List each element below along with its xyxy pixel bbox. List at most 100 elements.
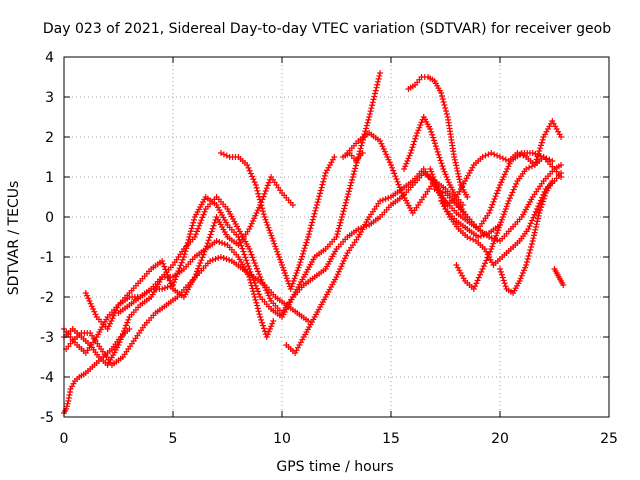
data-point xyxy=(88,303,95,310)
data-point xyxy=(411,138,418,145)
data-point xyxy=(109,315,116,322)
data-point xyxy=(429,131,436,138)
data-point xyxy=(305,231,312,238)
data-point xyxy=(296,262,303,268)
data-point xyxy=(274,248,281,255)
data-point xyxy=(284,278,291,284)
data-point xyxy=(369,99,376,106)
data-point xyxy=(320,178,327,185)
data-point xyxy=(87,300,94,307)
data-point xyxy=(444,176,451,183)
data-point xyxy=(247,248,254,255)
data-point xyxy=(549,158,556,164)
data-point xyxy=(379,197,386,203)
data-point xyxy=(473,280,480,287)
data-point xyxy=(255,190,262,197)
data-point xyxy=(482,152,489,159)
data-point xyxy=(389,164,396,171)
data-point xyxy=(385,195,392,201)
data-point xyxy=(493,190,500,197)
data-point xyxy=(390,167,397,174)
data-point xyxy=(438,90,445,96)
data-point xyxy=(477,271,484,278)
data-point xyxy=(496,224,503,231)
data-point xyxy=(513,180,520,187)
data-point xyxy=(205,237,212,244)
data-point xyxy=(534,218,541,225)
data-point xyxy=(108,318,115,324)
data-point xyxy=(543,155,550,162)
data-point xyxy=(289,202,296,208)
data-point xyxy=(431,186,438,192)
data-point xyxy=(349,176,356,183)
data-point xyxy=(253,299,260,306)
data-point xyxy=(250,288,257,295)
data-point xyxy=(539,198,546,205)
data-point xyxy=(549,178,556,184)
data-point xyxy=(256,291,263,298)
data-point xyxy=(254,305,261,312)
data-point xyxy=(374,78,381,85)
data-point xyxy=(192,271,199,278)
data-point xyxy=(278,259,285,266)
data-point xyxy=(380,146,387,152)
series-track-11 xyxy=(405,74,471,200)
data-point xyxy=(502,156,509,163)
data-point xyxy=(251,215,258,222)
data-point xyxy=(292,272,299,279)
data-point xyxy=(488,246,495,252)
data-point xyxy=(265,224,272,231)
data-point xyxy=(195,265,202,272)
data-point xyxy=(366,114,373,120)
data-point xyxy=(385,156,392,163)
data-point xyxy=(220,255,227,261)
data-point xyxy=(163,269,170,276)
data-point xyxy=(256,196,263,203)
data-point xyxy=(520,152,527,159)
data-point xyxy=(491,196,498,202)
data-point xyxy=(371,93,378,100)
data-point xyxy=(268,232,275,239)
series-track-15 xyxy=(453,154,556,292)
data-point xyxy=(272,243,279,250)
data-point xyxy=(273,246,280,252)
data-point xyxy=(529,217,536,224)
data-point xyxy=(203,243,210,250)
data-point xyxy=(248,220,255,227)
data-point xyxy=(314,199,321,206)
data-point xyxy=(337,266,344,272)
data-point xyxy=(377,138,384,144)
data-point xyxy=(453,165,460,172)
data-point xyxy=(467,235,474,242)
data-point xyxy=(358,142,365,149)
data-point xyxy=(239,245,246,252)
series-track-8 xyxy=(283,166,482,356)
data-point xyxy=(220,151,227,158)
data-point xyxy=(438,93,445,99)
data-point xyxy=(503,203,510,210)
data-point xyxy=(167,280,174,287)
data-point xyxy=(340,208,347,215)
data-point xyxy=(528,163,535,170)
data-point xyxy=(372,87,379,94)
data-point xyxy=(558,134,565,140)
data-point xyxy=(525,253,532,259)
data-point xyxy=(293,270,300,276)
data-point xyxy=(532,208,539,215)
data-point xyxy=(321,175,328,182)
data-point xyxy=(164,284,171,290)
data-point xyxy=(482,260,489,267)
data-point xyxy=(316,193,323,200)
data-point xyxy=(523,166,530,172)
data-point xyxy=(252,182,259,188)
data-point xyxy=(246,167,253,174)
data-point xyxy=(338,216,345,223)
data-point xyxy=(244,162,251,168)
data-point xyxy=(260,325,267,332)
data-point xyxy=(221,241,228,247)
data-point xyxy=(319,181,326,188)
data-point xyxy=(535,150,542,157)
data-point xyxy=(341,205,348,212)
data-point xyxy=(244,260,251,267)
data-point xyxy=(428,128,435,135)
